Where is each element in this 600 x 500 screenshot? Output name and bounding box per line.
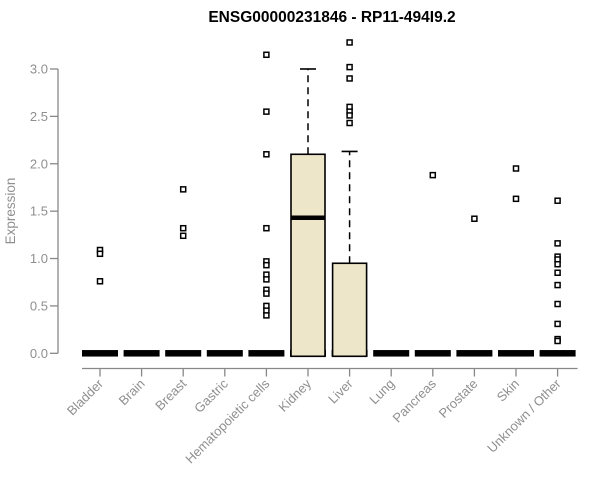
outlier-point-unknown-other <box>554 300 561 308</box>
zero-box-lung <box>373 350 410 357</box>
zero-box-gastric <box>206 350 243 357</box>
outlier-point-hematopoietic-cells <box>263 51 270 59</box>
y-tick-label: 2.0 <box>30 156 48 171</box>
outlier-point-unknown-other <box>554 320 561 328</box>
x-tick-label-prostate: Prostate <box>436 376 481 421</box>
outlier-point-liver <box>346 75 353 82</box>
zero-box-skin <box>498 350 534 357</box>
plot-area: 0.0 0.5 1.0 1.5 2.0 2.5 3.0 Bladder Brain Breast G… <box>30 39 578 466</box>
x-tick-label-kidney: Kidney <box>275 376 314 415</box>
outlier-point-breast <box>179 232 187 240</box>
outlier-point-pancreas <box>429 171 437 179</box>
x-tick-label-bladder: Bladder <box>64 376 107 419</box>
chart-title: ENSG00000231846 - RP11-494I9.2 <box>208 9 455 26</box>
zero-box-bladder <box>82 350 118 357</box>
zero-box-pancreas <box>414 350 451 357</box>
x-tick-label-unknown-other: Unknown / Other <box>484 376 564 456</box>
y-tick-label: 1.0 <box>30 251 48 266</box>
y-tick-label: 1.5 <box>30 204 48 219</box>
x-tick-label-skin: Skin <box>494 376 522 404</box>
outlier-point-hematopoietic-cells <box>263 290 270 297</box>
outlier-point-skin <box>512 195 520 203</box>
outlier-point-unknown-other <box>554 337 561 345</box>
zero-box-hematopoietic-cells <box>248 350 285 357</box>
outlier-point-hematopoietic-cells <box>263 108 270 115</box>
x-tick-label-brain: Brain <box>116 376 148 408</box>
outlier-point-bladder <box>96 250 104 258</box>
zero-box-brain <box>123 350 160 357</box>
outlier-point-prostate <box>471 215 478 222</box>
outlier-point-breast <box>179 224 187 232</box>
outlier-point-unknown-other <box>554 197 561 204</box>
outlier-point-unknown-other <box>554 281 561 289</box>
y-tick-label: 2.5 <box>30 109 48 124</box>
outlier-point-bladder <box>96 278 104 285</box>
outlier-point-skin <box>512 165 520 172</box>
zero-box-prostate <box>456 350 493 357</box>
outlier-point-unknown-other <box>554 260 561 268</box>
x-tick-label-pancreas: Pancreas <box>389 376 439 426</box>
zero-box-breast <box>165 350 202 357</box>
x-tick-label-liver: Liver <box>325 376 356 407</box>
x-tick-label-gastric: Gastric <box>191 376 231 416</box>
zero-box-unknown-other <box>539 350 576 357</box>
x-tick-label-lung: Lung <box>366 376 397 407</box>
box-liver <box>331 262 368 358</box>
y-axis-label: Expression <box>3 178 18 245</box>
outlier-point-hematopoietic-cells <box>263 312 270 319</box>
outlier-point-liver <box>346 39 353 46</box>
outlier-point-hematopoietic-cells <box>263 151 270 158</box>
outlier-point-liver <box>346 119 353 127</box>
outlier-point-hematopoietic-cells <box>263 224 270 232</box>
x-tick-label-breast: Breast <box>152 376 189 413</box>
outlier-point-unknown-other <box>554 269 561 276</box>
outlier-point-hematopoietic-cells <box>263 261 270 269</box>
y-tick-label: 3.0 <box>30 61 48 76</box>
outlier-point-liver <box>346 63 353 71</box>
y-tick-label: 0.5 <box>30 298 48 313</box>
y-tick-label: 0.0 <box>30 346 48 361</box>
outlier-point-unknown-other <box>554 240 561 247</box>
outlier-point-liver <box>346 112 353 119</box>
outlier-point-hematopoietic-cells <box>263 276 270 283</box>
outlier-point-breast <box>179 186 187 193</box>
box-kidney <box>290 153 326 358</box>
